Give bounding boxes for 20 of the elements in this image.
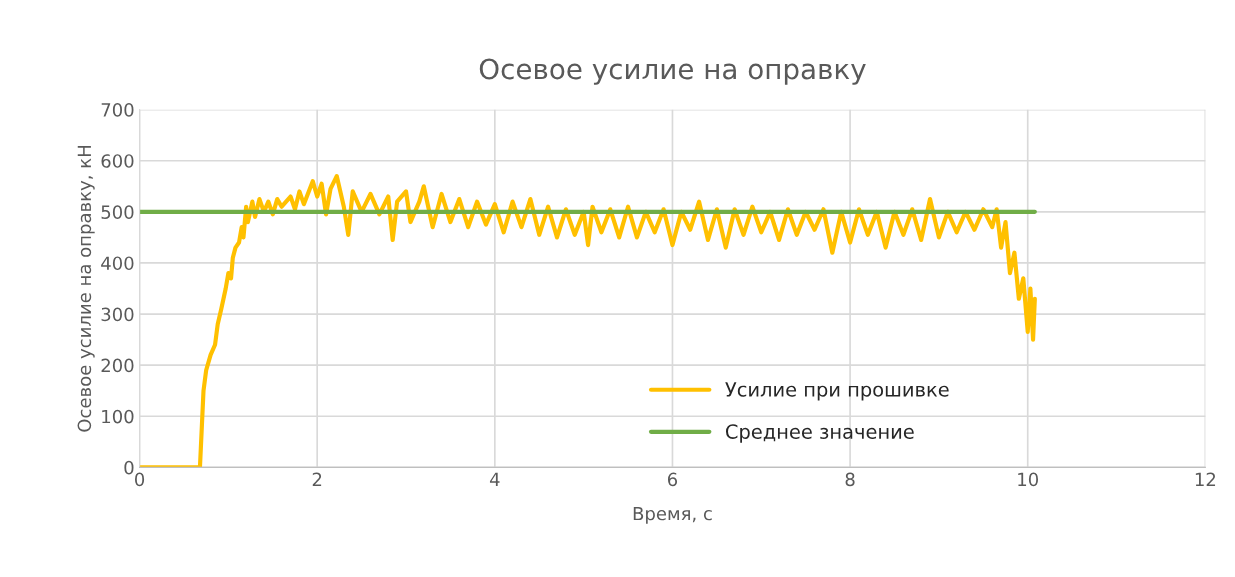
y-tick-label: 700 <box>101 103 134 117</box>
y-tick-label: 400 <box>101 256 134 271</box>
y-tick-label: 0 <box>124 460 134 475</box>
x-axis-title: Время, с <box>633 506 712 524</box>
legend-label: Усилие при прошивке <box>725 382 949 401</box>
x-tick-label: 0 <box>135 472 145 487</box>
x-tick-label: 6 <box>667 472 678 487</box>
legend-label: Среднее значение <box>725 424 914 443</box>
chart-title: Осевое усилие на оправку <box>479 58 866 85</box>
x-tick-label: 12 <box>1195 472 1216 486</box>
y-axis-title: Осевое усилие на оправку, кН <box>77 146 95 432</box>
y-tick-label: 100 <box>102 409 134 424</box>
x-tick-label: 2 <box>312 472 322 486</box>
x-tick-label: 4 <box>489 472 500 486</box>
y-tick-label: 500 <box>101 205 134 219</box>
x-tick-label: 10 <box>1018 472 1039 487</box>
y-tick-label: 200 <box>101 358 134 373</box>
y-tick-label: 300 <box>101 307 134 322</box>
y-tick-label: 600 <box>101 154 134 168</box>
x-tick-label: 8 <box>845 472 855 487</box>
